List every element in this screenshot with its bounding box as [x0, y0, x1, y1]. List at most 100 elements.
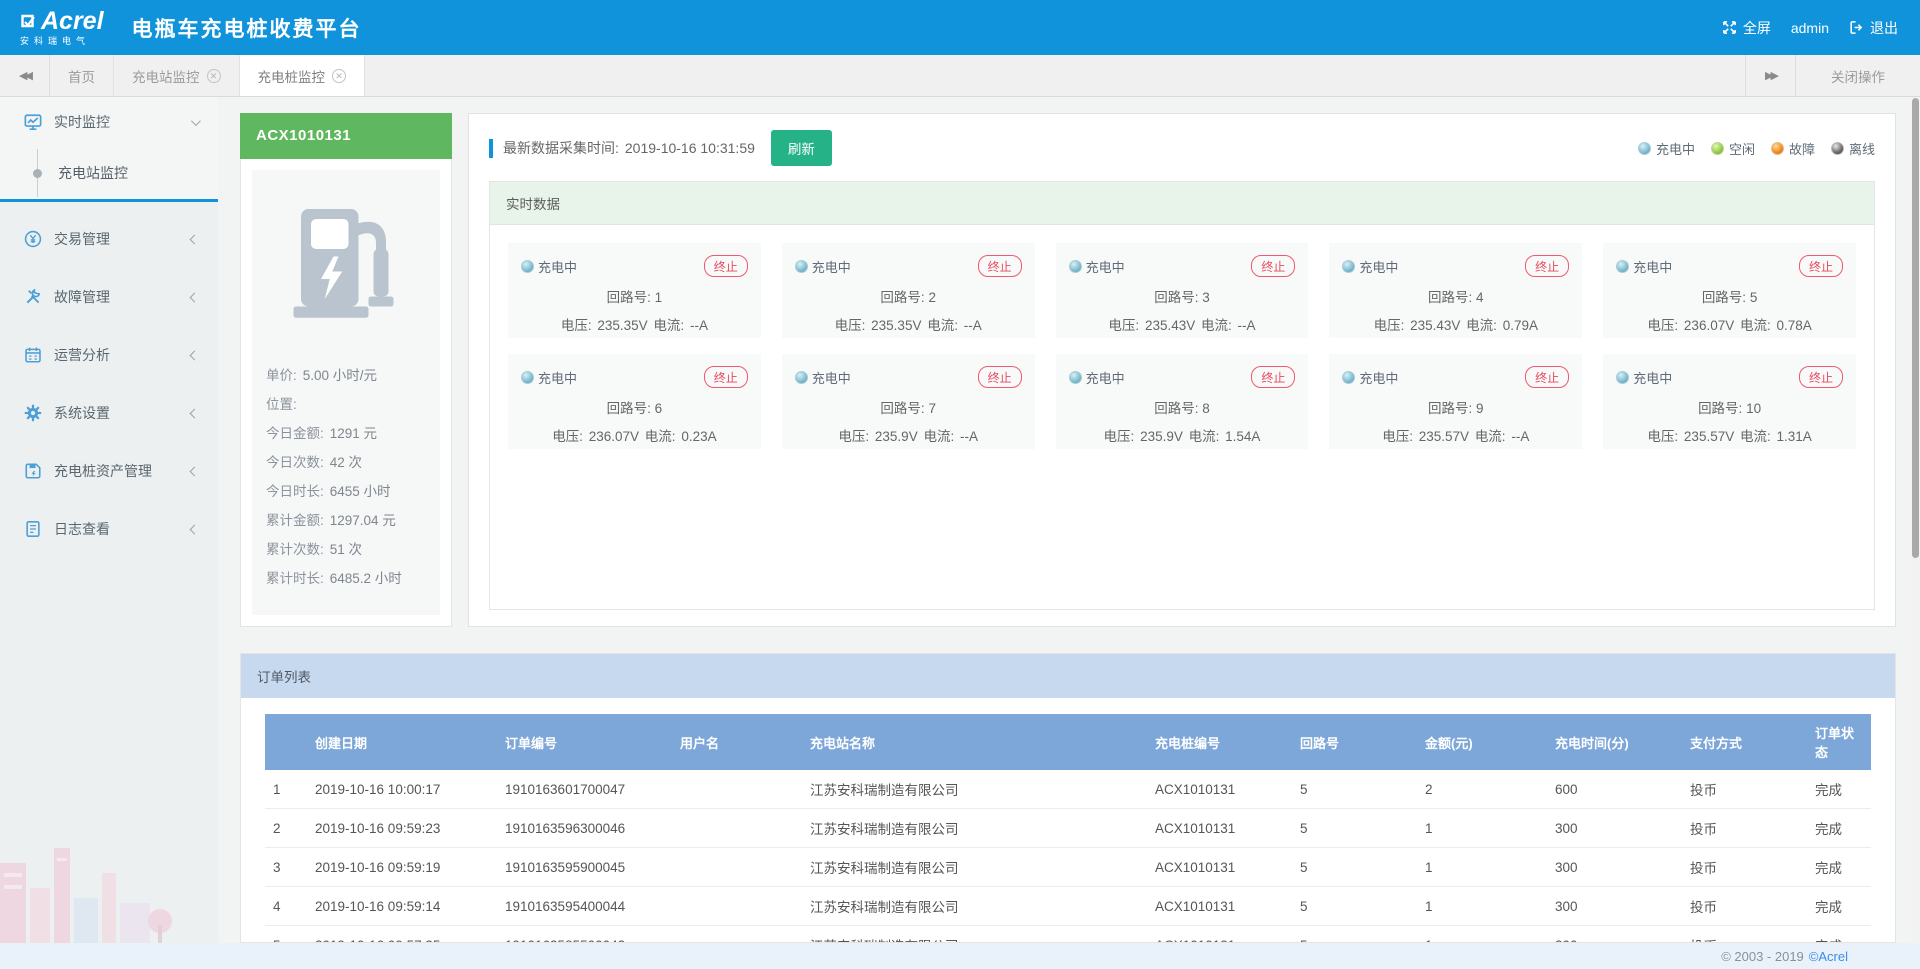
- table-row[interactable]: 3 2019-10-16 09:59:19 1910163595900045 江苏安科…: [265, 847, 1871, 887]
- stop-button[interactable]: 终止: [1798, 366, 1843, 388]
- fullscreen-button[interactable]: 全屏: [1722, 18, 1771, 38]
- table-row[interactable]: 4 2019-10-16 09:59:14 1910163595400044 江苏安科…: [265, 886, 1871, 926]
- circuit-values: 电压: 235.43V 电流: 0.79A: [1373, 318, 1538, 333]
- close-operations-dropdown[interactable]: 关闭操作: [1795, 55, 1920, 96]
- sidebar-item-settings[interactable]: 系统设置: [0, 384, 218, 442]
- page-title: 电瓶车充电桩收费平台: [131, 17, 362, 41]
- status-label: 充电中: [1359, 370, 1399, 386]
- gear-icon: [24, 404, 42, 422]
- charging-status-icon: [1068, 370, 1082, 384]
- offline-status-icon: [1830, 141, 1844, 155]
- chevron-left-icon: [189, 350, 200, 360]
- legend-charging: 充电中: [1637, 139, 1695, 158]
- status-label: 充电中: [538, 370, 578, 386]
- circuit-card-9: 充电中 终止 回路号: 9 电压: 235.57V 电流: --A: [1329, 354, 1583, 449]
- user-menu[interactable]: admin: [1791, 20, 1829, 36]
- sidebar-item-transaction[interactable]: 交易管理: [0, 210, 218, 268]
- charging-status-icon: [794, 259, 808, 273]
- sidebar-item-realtime-monitor[interactable]: 实时监控: [0, 97, 218, 147]
- stat-today-amount: 今日金额: 1291 元: [266, 426, 378, 441]
- charging-status-icon: [794, 370, 808, 384]
- log-document-icon: [24, 520, 42, 538]
- circuit-card-3: 充电中 终止 回路号: 3 电压: 235.43V 电流: --A: [1055, 243, 1309, 338]
- vertical-scrollbar[interactable]: [1911, 98, 1920, 943]
- tab-home[interactable]: 首页: [50, 55, 114, 96]
- logo-subtext: 安科瑞电气: [20, 36, 91, 46]
- blue-accent-bar: [489, 138, 493, 158]
- charging-status-icon: [521, 259, 534, 273]
- chevron-left-icon: [189, 466, 200, 476]
- tab-label: 充电站监控: [132, 69, 200, 85]
- table-row[interactable]: 2 2019-10-16 09:59:23 1910163596300046 江苏安科…: [265, 808, 1871, 848]
- circuit-values: 电压: 235.43V 电流: --A: [1108, 318, 1256, 333]
- save-disk-icon: [24, 462, 42, 480]
- pile-id-header: ACX1010131: [240, 113, 452, 159]
- circuit-card-6: 充电中 终止 回路号: 6 电压: 236.07V 电流: 0.23A: [508, 354, 761, 449]
- status-label: 充电中: [1085, 370, 1125, 386]
- stop-button[interactable]: 终止: [1251, 366, 1296, 388]
- status-label: 充电中: [1633, 370, 1673, 386]
- monitor-icon: [24, 113, 42, 131]
- stat-total-count: 累计次数: 51 次: [266, 542, 363, 557]
- circuit-number: 回路号: 9: [1428, 401, 1484, 416]
- stat-total-amount: 累计金额: 1297.04 元: [266, 513, 396, 528]
- collect-time-value: 2019-10-16 10:31:59: [624, 140, 755, 156]
- order-list-title: 订单列表: [241, 654, 1895, 698]
- close-icon[interactable]: ✕: [206, 68, 221, 83]
- realtime-data-title: 实时数据: [490, 182, 1874, 225]
- col-amount: 金额(元): [1417, 714, 1547, 770]
- stop-button[interactable]: 终止: [1525, 366, 1570, 388]
- circuit-values: 电压: 235.35V 电流: --A: [834, 318, 982, 333]
- circuit-card-4: 充电中 终止 回路号: 4 电压: 235.43V 电流: 0.79A: [1329, 243, 1583, 338]
- table-row[interactable]: 1 2019-10-16 10:00:17 1910163601700047 江苏安科…: [265, 770, 1871, 809]
- stop-button[interactable]: 终止: [1525, 255, 1570, 277]
- stop-button[interactable]: 终止: [1798, 255, 1843, 277]
- fullscreen-label: 全屏: [1742, 19, 1771, 36]
- stat-today-count: 今日次数: 42 次: [266, 455, 363, 470]
- circuit-number: 回路号: 3: [1154, 290, 1210, 305]
- charging-status-icon: [1616, 259, 1630, 273]
- tabs-scroll-left-button[interactable]: ◀◀: [0, 55, 50, 96]
- stop-button[interactable]: 终止: [1251, 255, 1296, 277]
- idle-status-icon: [1710, 141, 1724, 155]
- logout-button[interactable]: 退出: [1849, 18, 1898, 38]
- brand-link[interactable]: ©Acrel: [1808, 948, 1848, 964]
- scrollbar-thumb[interactable]: [1912, 98, 1919, 558]
- username: admin: [1790, 19, 1829, 36]
- sidebar-item-label: 系统设置: [54, 405, 110, 421]
- charging-status-icon: [1342, 370, 1356, 384]
- realtime-monitor-panel: 最新数据采集时间: 2019-10-16 10:31:59 刷新 充电中 空闲 …: [468, 113, 1896, 627]
- circuit-card-5: 充电中 终止 回路号: 5 电压: 236.07V 电流: 0.78A: [1603, 243, 1856, 338]
- status-label: 充电中: [538, 259, 578, 275]
- acrel-logo-icon: [20, 13, 37, 30]
- pile-info-panel: ACX1010131: [240, 113, 452, 627]
- circuit-values: 电压: 236.07V 电流: 0.78A: [1647, 318, 1812, 333]
- tab-bar: ◀◀ 首页 充电站监控 ✕ 充电桩监控 ✕ ▶▶ 关闭操作: [0, 55, 1920, 97]
- col-user: 用户名: [672, 714, 802, 770]
- stop-button[interactable]: 终止: [977, 255, 1022, 277]
- sidebar-group-realtime: 实时监控 充电站监控: [0, 97, 218, 202]
- table-header-row: 创建日期 订单编号 用户名 充电站名称 充电桩编号 回路号 金额(元) 充电时间…: [265, 714, 1871, 770]
- stat-unit-price: 单价: 5.00 小时/元: [266, 368, 378, 383]
- sidebar-item-fault[interactable]: 故障管理: [0, 268, 218, 326]
- stop-button[interactable]: 终止: [977, 366, 1022, 388]
- tabs-scroll-right-button[interactable]: ▶▶: [1745, 55, 1795, 96]
- legend-offline: 离线: [1830, 139, 1875, 158]
- sidebar-item-log[interactable]: 日志查看: [0, 500, 218, 558]
- tab-pile-monitor[interactable]: 充电桩监控 ✕: [239, 55, 365, 96]
- table-row[interactable]: 52019-10-16 09:57:351910163585500043江苏安科…: [265, 925, 1871, 942]
- sidebar: 实时监控 充电站监控 交易管理 故障管理: [0, 97, 218, 943]
- col-minutes: 充电时间(分): [1547, 714, 1682, 770]
- stop-button[interactable]: 终止: [703, 255, 748, 277]
- status-legend: 充电中 空闲 故障 离线: [1637, 139, 1875, 158]
- close-icon[interactable]: ✕: [332, 68, 346, 83]
- sidebar-subitem-label: 充电站监控: [58, 165, 128, 181]
- col-pay: 支付方式: [1682, 714, 1807, 770]
- legend-idle: 空闲: [1710, 139, 1755, 158]
- sidebar-item-analysis[interactable]: 运营分析: [0, 326, 218, 384]
- sidebar-item-asset[interactable]: 充电桩资产管理: [0, 442, 218, 500]
- refresh-button[interactable]: 刷新: [770, 130, 832, 166]
- sidebar-item-station-monitor[interactable]: 充电站监控: [0, 147, 218, 199]
- tab-station-monitor[interactable]: 充电站监控 ✕: [114, 55, 240, 96]
- stop-button[interactable]: 终止: [703, 366, 748, 388]
